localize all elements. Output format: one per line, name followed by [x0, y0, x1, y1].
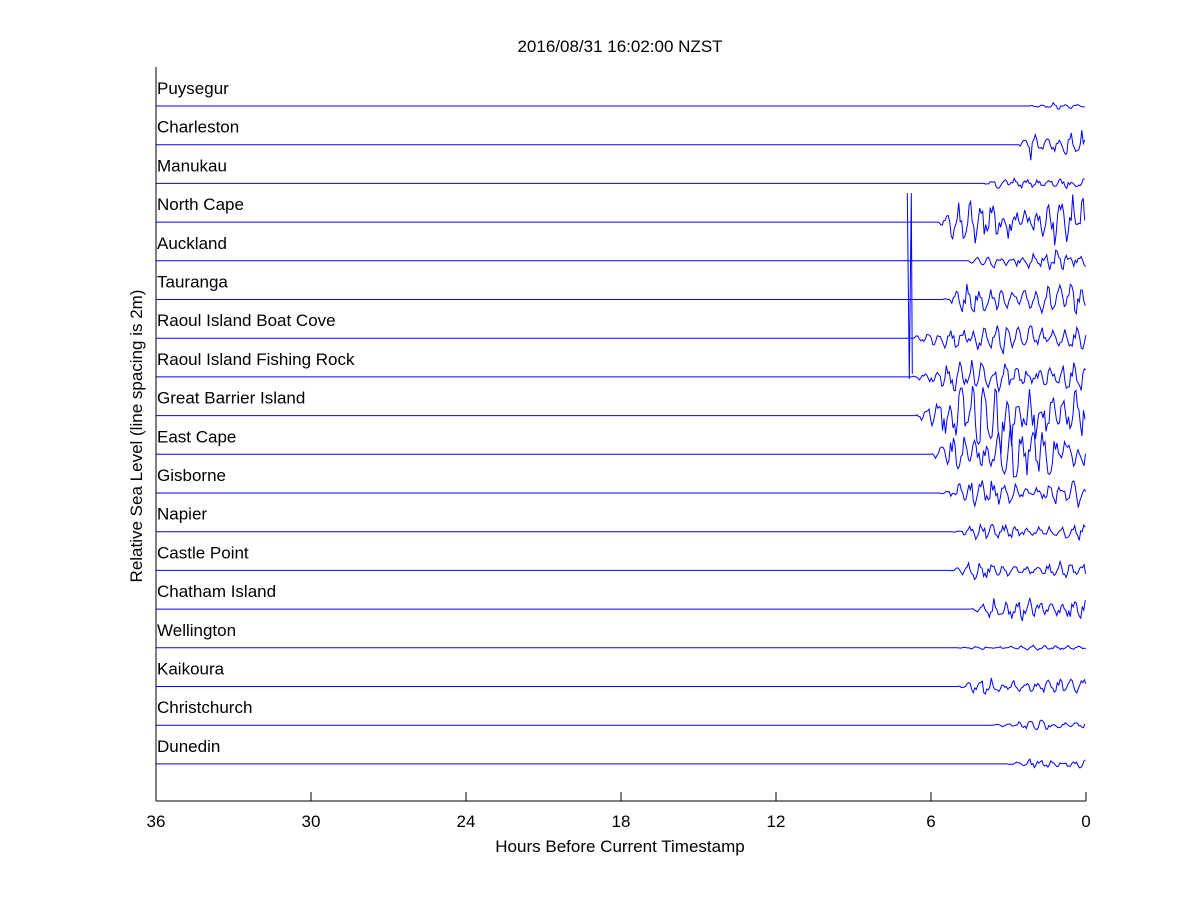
station-label: East Cape: [157, 427, 236, 446]
trace-line: [156, 424, 1086, 478]
station-label: Raoul Island Boat Cove: [157, 311, 336, 330]
station-label: Kaikoura: [157, 660, 225, 679]
trace-line: [156, 677, 1087, 695]
station-label: Charleston: [157, 118, 239, 137]
station-label: Gisborne: [157, 466, 226, 485]
trace-line: [156, 194, 1086, 246]
station-label: Tauranga: [157, 273, 228, 292]
trace-line: [156, 480, 1087, 508]
station-label: Castle Point: [157, 543, 249, 562]
chart-title: 2016/08/31 16:02:00 NZST: [517, 37, 722, 56]
station-label: Christchurch: [157, 698, 252, 717]
trace-line: [156, 522, 1086, 541]
trace-line: [156, 130, 1086, 161]
trace-line: [156, 325, 1087, 355]
station-label: Chatham Island: [157, 582, 276, 601]
x-tick-label: 12: [767, 812, 786, 831]
trace-line: [156, 644, 1087, 651]
station-label: Auckland: [157, 234, 227, 253]
station-label: Napier: [157, 505, 207, 524]
trace-line: [156, 360, 1087, 394]
station-label: Wellington: [157, 621, 236, 640]
station-label: Dunedin: [157, 737, 220, 756]
y-axis-label: Relative Sea Level (line spacing is 2m): [127, 290, 146, 583]
station-label: Great Barrier Island: [157, 389, 305, 408]
trace-line: [156, 597, 1086, 622]
trace-line: [156, 559, 1087, 581]
station-labels-group: Puysegur Charleston Manukau North Cape Auckl…: [157, 79, 355, 756]
trace-line: [156, 249, 1087, 271]
x-axis-label: Hours Before Current Timestamp: [495, 837, 744, 856]
trace-line: [156, 283, 1086, 316]
x-tick-label: 36: [147, 812, 166, 831]
x-tick-label: 24: [457, 812, 476, 831]
station-label: Manukau: [157, 156, 227, 175]
trace-line: [156, 758, 1086, 769]
trace-line: [156, 177, 1085, 190]
station-label: North Cape: [157, 195, 244, 214]
station-label: Raoul Island Fishing Rock: [157, 350, 355, 369]
station-label: Puysegur: [157, 79, 229, 98]
x-tick-label: 0: [1081, 812, 1090, 831]
trace-line: [156, 101, 1085, 110]
x-tick-label: 6: [926, 812, 935, 831]
spike-line: [906, 193, 913, 379]
axes-group: 36 30 24 18 12 6 0: [147, 67, 1091, 831]
x-tick-label: 30: [302, 812, 321, 831]
trace-line: [156, 719, 1086, 731]
traces-group: [156, 101, 1087, 769]
x-tick-label: 18: [612, 812, 631, 831]
